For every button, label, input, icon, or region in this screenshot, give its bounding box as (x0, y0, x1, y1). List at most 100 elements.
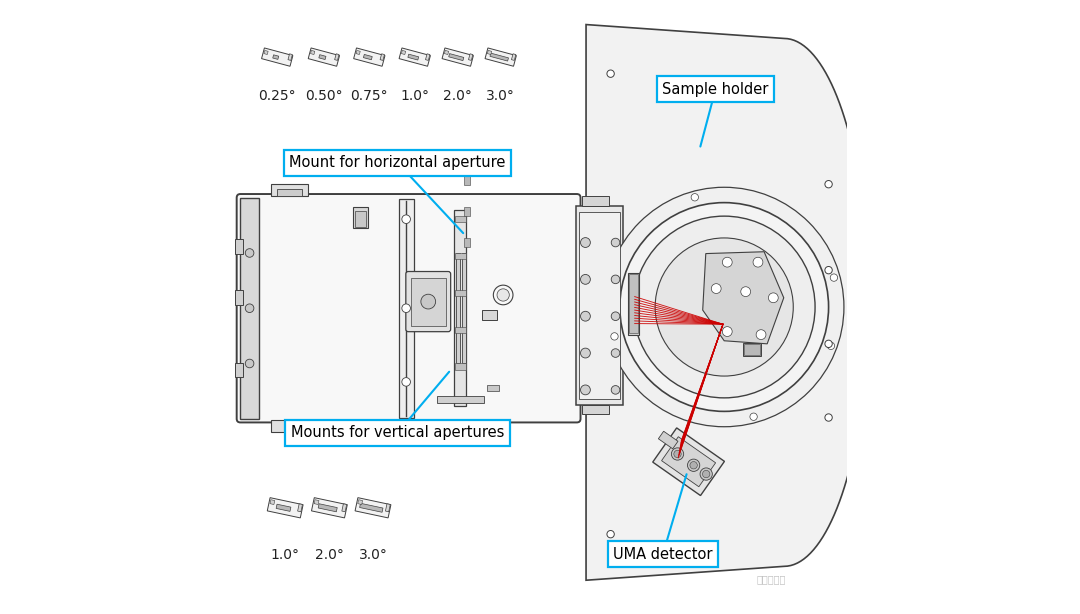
Circle shape (656, 238, 794, 376)
Bar (353, 207, 368, 228)
Polygon shape (314, 500, 319, 505)
Bar (464, 176, 470, 185)
Bar (455, 290, 465, 296)
Text: 2.0°: 2.0° (315, 548, 343, 562)
Circle shape (825, 266, 833, 274)
Polygon shape (311, 498, 348, 518)
Circle shape (768, 293, 779, 303)
Bar (235, 239, 243, 254)
Polygon shape (335, 54, 339, 60)
Circle shape (753, 257, 762, 267)
Polygon shape (512, 54, 516, 60)
FancyBboxPatch shape (406, 271, 450, 332)
Polygon shape (353, 48, 384, 66)
Circle shape (756, 330, 766, 340)
Polygon shape (442, 48, 473, 66)
Bar (576, 206, 623, 405)
Polygon shape (485, 48, 516, 66)
Polygon shape (267, 498, 303, 518)
Bar (627, 273, 639, 335)
Circle shape (581, 311, 591, 321)
Bar (271, 420, 308, 432)
Bar (410, 278, 446, 325)
Polygon shape (426, 54, 430, 60)
Text: Mount for horizontal aperture: Mount for horizontal aperture (289, 155, 505, 170)
Text: UMA detector: UMA detector (613, 547, 713, 562)
Circle shape (607, 70, 615, 77)
Bar (582, 196, 609, 206)
Bar (744, 344, 760, 355)
Polygon shape (400, 48, 431, 66)
Polygon shape (380, 54, 384, 60)
Polygon shape (444, 50, 448, 55)
Polygon shape (311, 50, 314, 55)
Polygon shape (356, 50, 361, 55)
Polygon shape (342, 504, 347, 511)
Bar (487, 385, 499, 391)
Polygon shape (319, 55, 326, 60)
Polygon shape (276, 504, 291, 511)
Bar (464, 207, 470, 216)
Circle shape (827, 342, 835, 349)
Polygon shape (261, 48, 293, 66)
Text: 3.0°: 3.0° (486, 89, 515, 103)
Circle shape (611, 275, 620, 284)
Circle shape (402, 304, 410, 313)
Circle shape (611, 333, 618, 340)
Text: 仪器信息网: 仪器信息网 (756, 575, 785, 585)
Circle shape (750, 413, 757, 421)
Text: 0.25°: 0.25° (258, 89, 296, 103)
Circle shape (611, 312, 620, 321)
Polygon shape (586, 25, 868, 580)
Circle shape (723, 327, 732, 336)
Text: Sample holder: Sample holder (662, 82, 769, 96)
Bar (455, 253, 465, 259)
Circle shape (690, 462, 698, 469)
Polygon shape (264, 50, 268, 55)
Text: 0.75°: 0.75° (351, 89, 388, 103)
Polygon shape (487, 50, 491, 55)
Polygon shape (652, 428, 725, 495)
Circle shape (607, 530, 615, 538)
Bar (241, 198, 259, 419)
Circle shape (581, 348, 591, 358)
Circle shape (691, 193, 699, 201)
Circle shape (723, 257, 732, 267)
Polygon shape (319, 503, 337, 512)
Polygon shape (490, 53, 509, 61)
Circle shape (611, 238, 620, 247)
Bar (579, 212, 620, 399)
Bar (462, 253, 467, 363)
Polygon shape (662, 437, 716, 487)
Polygon shape (357, 500, 363, 505)
Circle shape (825, 340, 833, 348)
Polygon shape (298, 504, 302, 511)
Circle shape (672, 448, 684, 460)
Bar (455, 327, 465, 333)
Circle shape (611, 349, 620, 357)
Bar (482, 310, 497, 320)
Polygon shape (448, 53, 463, 61)
Bar (241, 198, 259, 419)
Circle shape (497, 289, 510, 301)
Text: 1.0°: 1.0° (271, 548, 299, 562)
Polygon shape (659, 431, 678, 449)
Polygon shape (355, 498, 391, 518)
Circle shape (581, 385, 591, 395)
Polygon shape (386, 504, 390, 511)
Circle shape (702, 470, 710, 478)
Text: 0.50°: 0.50° (305, 89, 342, 103)
Polygon shape (360, 503, 383, 512)
Circle shape (245, 359, 254, 368)
Circle shape (688, 459, 700, 472)
Polygon shape (288, 54, 293, 60)
Polygon shape (408, 54, 419, 60)
Circle shape (245, 249, 254, 257)
Bar (354, 211, 366, 227)
Bar (582, 405, 609, 414)
Polygon shape (273, 55, 279, 60)
Circle shape (421, 294, 435, 309)
Polygon shape (308, 48, 339, 66)
Circle shape (611, 386, 620, 394)
Circle shape (741, 287, 751, 297)
